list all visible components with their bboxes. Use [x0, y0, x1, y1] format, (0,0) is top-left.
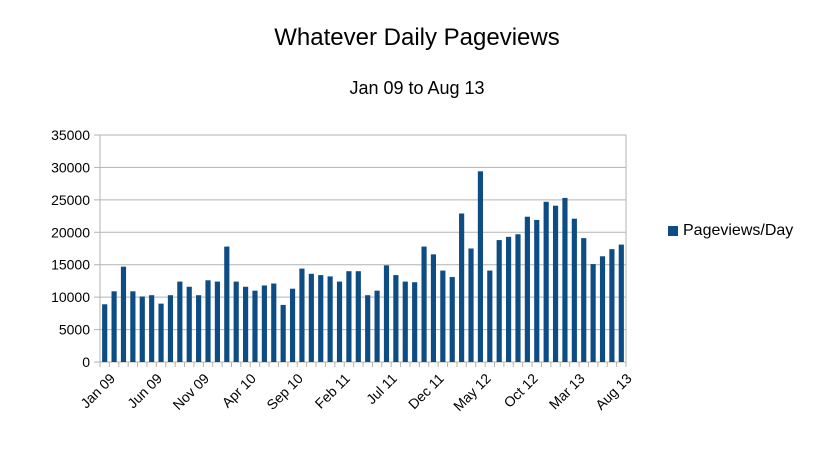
bar — [233, 281, 239, 362]
x-tick-label: Feb 11 — [312, 370, 354, 412]
bar — [487, 270, 493, 362]
legend-swatch — [668, 226, 678, 236]
x-tick-label: Dec 11 — [405, 370, 447, 412]
x-tick-label: Apr 10 — [219, 370, 260, 411]
bar — [449, 277, 455, 362]
y-tick-label: 25000 — [51, 192, 90, 208]
bar — [167, 295, 174, 362]
bar — [280, 304, 286, 362]
bar — [543, 201, 549, 362]
bar — [111, 291, 117, 362]
bar — [186, 286, 192, 362]
bar — [618, 244, 624, 362]
bar — [299, 268, 305, 362]
bar — [252, 290, 258, 362]
bar — [149, 295, 155, 362]
bar — [506, 236, 512, 362]
bar — [609, 249, 615, 362]
bar — [355, 271, 361, 362]
bar — [571, 218, 577, 362]
bar — [130, 291, 136, 362]
chart-title: Whatever Daily Pageviews — [274, 24, 560, 51]
x-tick-label: May 12 — [450, 370, 494, 414]
bar — [205, 280, 211, 362]
y-tick-label: 35000 — [51, 127, 90, 143]
bar — [599, 256, 606, 362]
bar — [459, 213, 465, 362]
bar — [261, 285, 267, 362]
bar — [365, 295, 371, 362]
bar — [562, 197, 568, 362]
x-tick-label: Jan 09 — [77, 370, 118, 411]
bar — [402, 281, 408, 362]
bar — [421, 246, 427, 362]
y-tick-label: 0 — [82, 354, 90, 370]
bar — [120, 266, 127, 362]
bar — [214, 281, 220, 362]
x-tick-label: Sep 10 — [263, 370, 306, 413]
bar — [440, 270, 446, 362]
y-tick-label: 15000 — [51, 257, 90, 273]
legend: Pageviews/Day — [668, 222, 793, 240]
bar — [430, 254, 437, 362]
x-tick-label: Mar 13 — [546, 370, 588, 412]
legend-label: Pageviews/Day — [683, 222, 794, 239]
bar — [318, 275, 324, 362]
bar — [383, 265, 390, 362]
y-tick-label: 10000 — [51, 289, 90, 305]
x-tick-label: Aug 13 — [592, 370, 635, 413]
y-tick-label: 5000 — [59, 322, 90, 338]
bar — [393, 275, 399, 362]
bar — [243, 286, 249, 362]
y-tick-label: 20000 — [51, 224, 90, 240]
bar — [224, 246, 230, 362]
bar — [590, 264, 596, 362]
bar — [581, 238, 587, 362]
bar — [336, 281, 343, 362]
bar — [374, 290, 380, 362]
bar — [327, 276, 333, 362]
bar — [412, 282, 418, 362]
bar — [271, 283, 277, 362]
x-tick-label: Nov 09 — [169, 370, 212, 413]
bar — [196, 295, 202, 362]
bar — [496, 240, 502, 362]
bar — [102, 304, 108, 362]
y-tick-label: 30000 — [51, 159, 90, 175]
bar — [468, 248, 474, 362]
x-tick-label: Oct 12 — [500, 370, 541, 411]
bar — [308, 273, 314, 362]
bar — [177, 281, 183, 362]
x-tick-label: Jul 11 — [363, 370, 400, 407]
bar — [552, 205, 559, 362]
bar — [515, 234, 521, 362]
bar — [139, 296, 145, 362]
bar — [534, 219, 540, 362]
chart-subtitle: Jan 09 to Aug 13 — [349, 78, 485, 98]
bar — [477, 171, 483, 362]
bar — [158, 303, 164, 362]
bar — [346, 271, 352, 362]
x-tick-label: Jun 09 — [124, 370, 165, 411]
bar — [524, 216, 530, 362]
bar — [289, 288, 296, 362]
